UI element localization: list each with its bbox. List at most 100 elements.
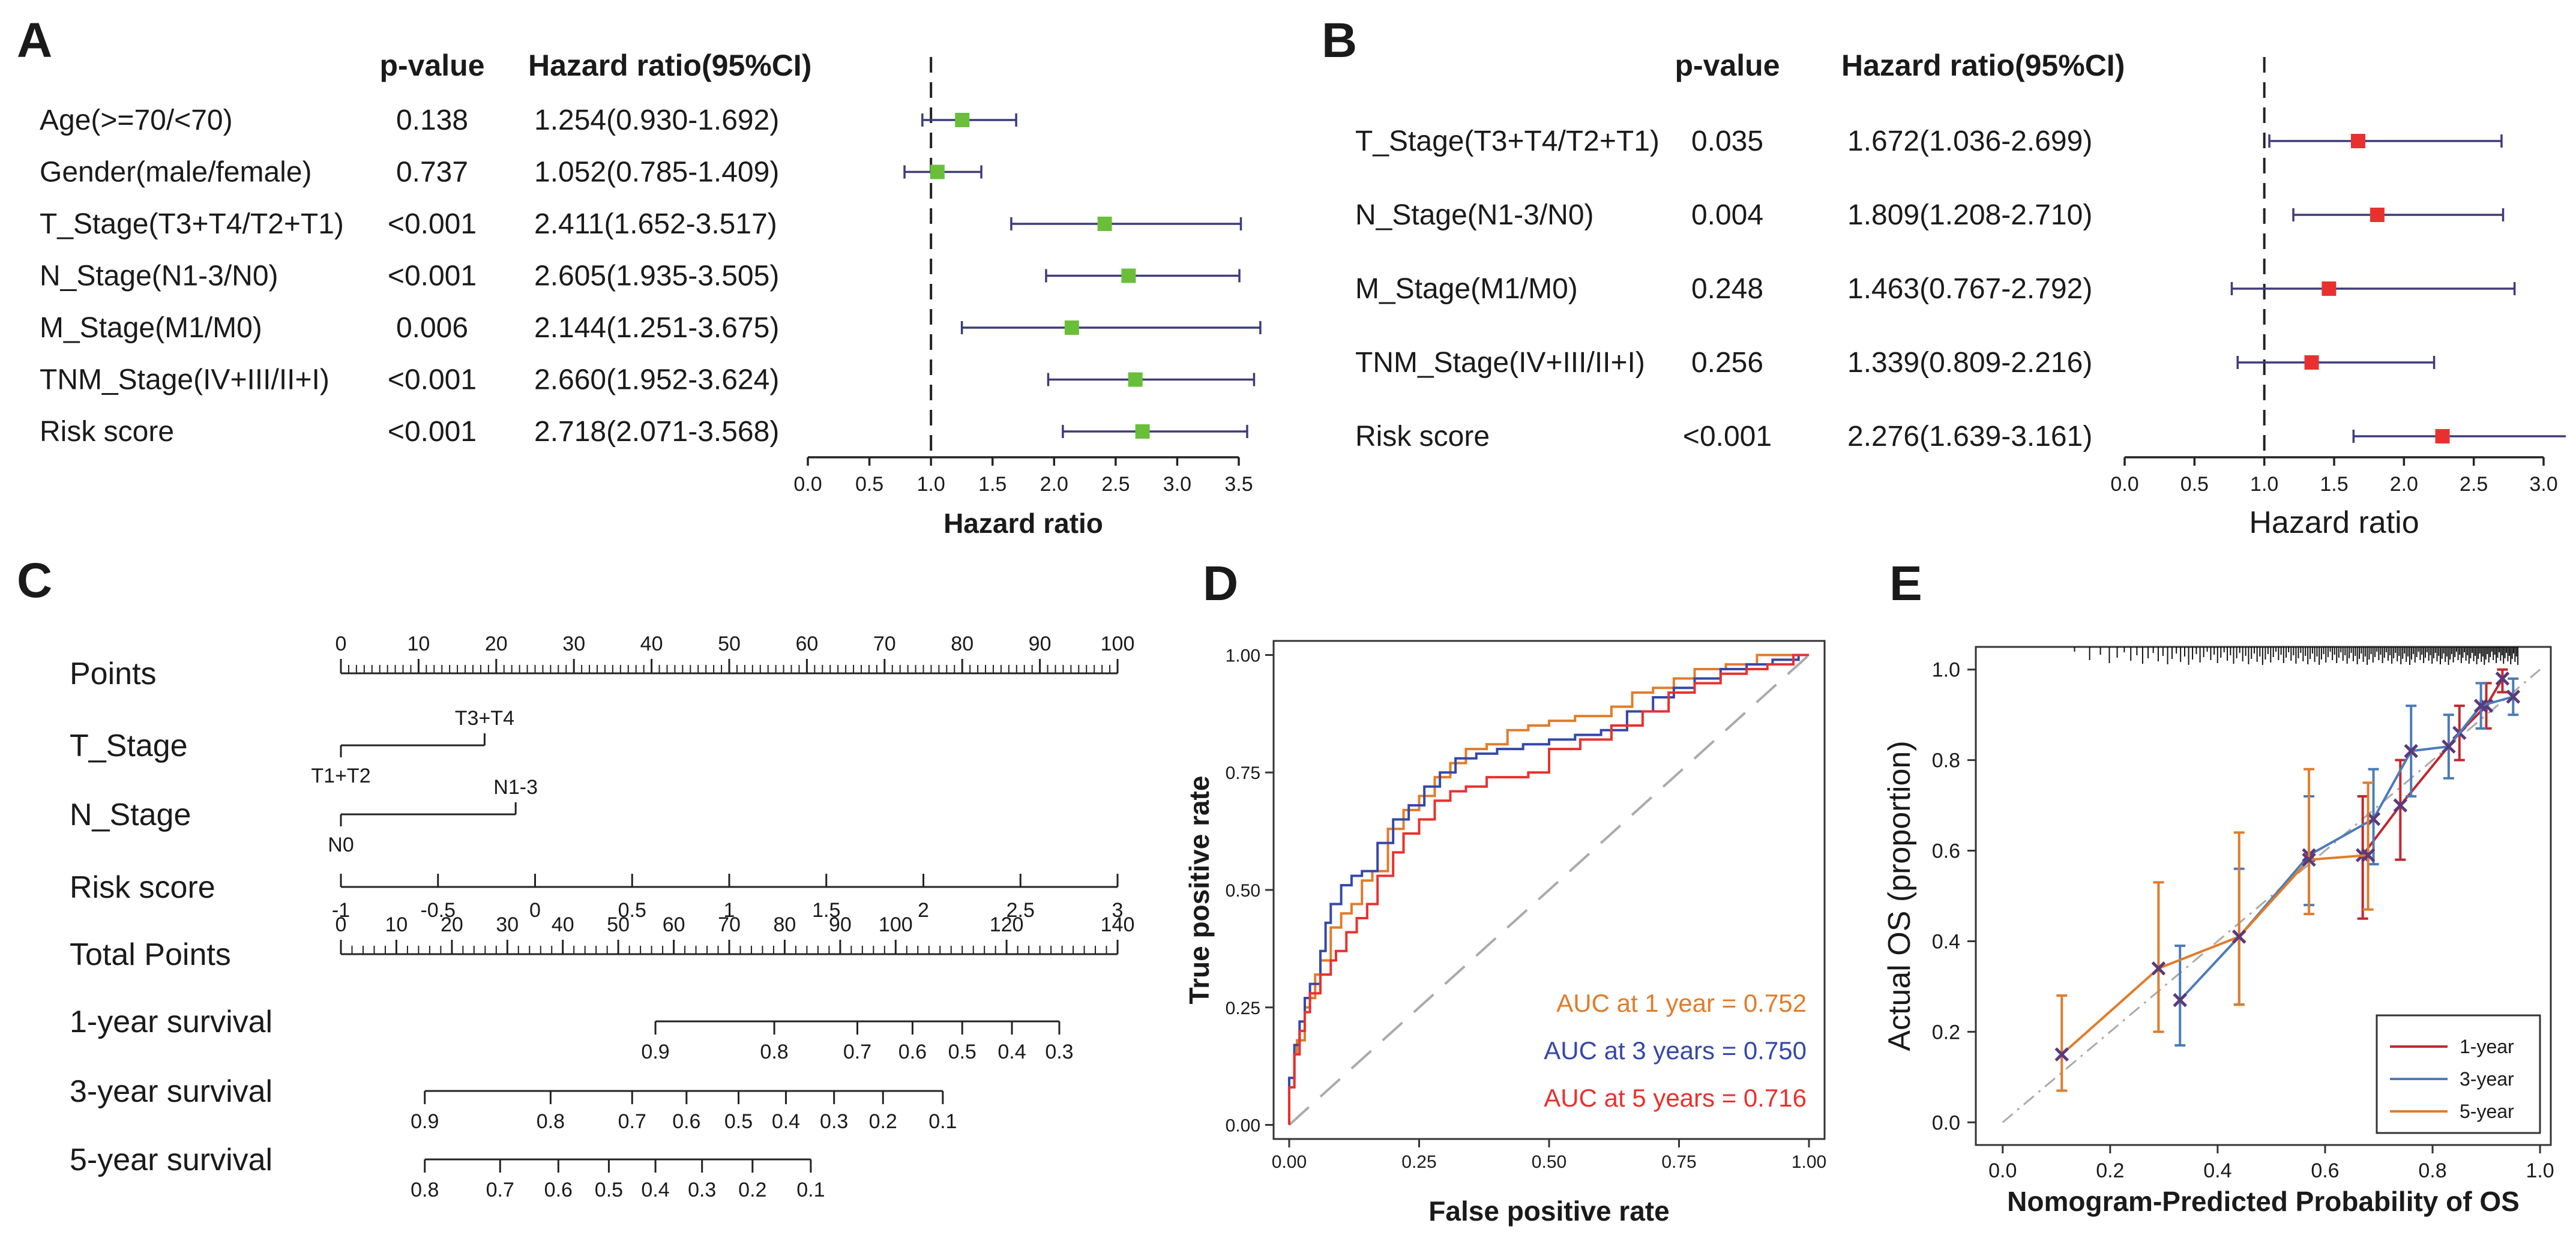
row-pvalue: 0.006 [396,312,468,344]
nomogram-row: Risk score -1 -0.5 0 0.5 1 1.5 2 2.5 3 [70,870,1123,922]
forest-plot-b: p-value Hazard ratio(95%CI) T_Stage(T3+T4/… [1355,49,2566,540]
row-pvalue: 0.004 [1691,199,1763,231]
row-hr-ci: 2.718(2.071-3.568) [534,416,779,448]
calibration-point [2473,699,2488,713]
nomogram-tick-label: 70 [873,633,896,655]
diagonal-reference [1288,654,1810,1126]
x-tick-label: 2.5 [2460,473,2488,496]
y-tick-label: 0.25 [1226,999,1260,1018]
row-pvalue: 0.138 [396,104,468,136]
row-hr-ci: 2.276(1.639-3.161) [1847,421,2092,452]
row-hr-ci: 2.605(1.935-3.505) [534,260,779,292]
nomogram-row: T_Stage T1+T2 T3+T4 [70,707,514,787]
row-hr-ci: 2.411(1.652-3.517) [534,208,777,240]
row-label: Gender(male/female) [40,157,312,188]
y-tick-label: 0.4 [1932,930,1960,953]
row-pvalue: <0.001 [388,208,477,240]
nomogram-tick-label: 3 [1112,899,1124,922]
calibration-point [2506,690,2521,704]
nomogram-tick-label: 0 [336,913,347,936]
x-tick-label: 1.00 [1792,1152,1826,1172]
calibration-point [2302,852,2316,867]
row-label: Age(>=70/<70) [40,104,233,136]
legend-label: 1-year [2460,1036,2514,1057]
calibration-point [2479,699,2494,713]
hr-header: Hazard ratio(95%CI) [528,49,811,82]
x-tick-label: 3.0 [2529,473,2557,496]
nomogram-row: 5-year survival 0.8 0.7 0.6 0.5 0.4 0.3 0.2 0.1 [70,1143,825,1201]
pvalue-header: p-value [1675,49,1780,82]
nomogram-tick-label: 80 [773,913,796,936]
y-tick-label: 0.2 [1932,1021,1960,1044]
x-tick-label: 0.4 [2203,1159,2231,1182]
row-label: N_Stage(N1-3/N0) [1355,199,1594,231]
nomogram-tick-label: 0.6 [898,1041,927,1063]
nomogram-tick-label: 0.7 [843,1041,871,1063]
x-tick-label: 1.0 [917,473,945,496]
calibration-point [2495,672,2510,686]
y-tick-label: 0.6 [1932,840,1960,863]
nomogram-tick-label: 0.3 [688,1179,716,1201]
x-tick-label: 0.8 [2418,1159,2446,1182]
hr-header: Hazard ratio(95%CI) [1841,49,2125,82]
nomogram-tick-label: 100 [879,913,913,936]
nomogram-row-label: T_Stage [70,729,188,763]
legend-label: 3-year [2460,1068,2514,1090]
row-hr-ci: 1.463(0.767-2.792) [1847,273,2092,305]
auc-label: AUC at 1 year = 0.752 [1556,989,1807,1017]
hr-marker [930,164,945,179]
nomogram-tick-label: 2 [918,899,929,922]
calibration-point [2393,798,2408,813]
nomogram-tick-label: 0.8 [760,1041,788,1063]
x-tick-label: 0.2 [2096,1159,2124,1182]
nomogram-tick-label: 40 [640,633,663,655]
nomogram-tick-label: 30 [562,633,585,655]
row-hr-ci: 1.254(0.930-1.692) [534,104,779,136]
calibration-line [2179,696,2514,1001]
auc-label: AUC at 5 years = 0.716 [1544,1084,1807,1112]
row-label: N_Stage(N1-3/N0) [40,260,278,292]
y-tick-label: 0.75 [1226,763,1260,783]
nomogram-tick-label: 80 [951,633,974,655]
nomogram-row: Points 0 10 20 30 40 50 60 70 80 90 100 [70,633,1134,691]
panel-label-b: B [1322,13,1357,68]
row-pvalue: <0.001 [1683,421,1772,452]
x-tick-label: 0.0 [1988,1159,2017,1182]
row-label: M_Stage(M1/M0) [1355,273,1578,305]
x-tick-label: 0.0 [793,473,822,496]
calibration-point [2404,744,2418,759]
nomogram-tick-label: 40 [552,913,574,936]
x-tick-label: 1.0 [2250,473,2278,496]
nomogram-tick-label: 0.9 [411,1110,439,1133]
nomogram-tick-label: 0.5 [724,1110,753,1133]
row-label: T_Stage(T3+T4/T2+T1) [1355,125,1660,157]
calibration-line [2060,854,2368,1056]
y-tick-label: 1.00 [1226,646,1260,666]
nomogram-tick-label: 100 [1101,633,1135,655]
nomogram-tick-label: 0 [336,633,347,655]
hr-marker [2304,355,2319,370]
nomogram-tick-label: 0.4 [998,1041,1026,1063]
hr-marker [1097,217,1112,231]
nomogram-row-label: Risk score [70,870,215,905]
nomogram-tick-label: 20 [485,633,508,655]
nomogram-tick-label: 0.7 [486,1179,514,1201]
nomogram-tick-label: 60 [795,633,818,655]
x-tick-label: 2.0 [2390,473,2418,496]
nomogram-row-label: 5-year survival [70,1143,272,1177]
nomogram-tick-label: 0.8 [411,1179,439,1201]
nomogram-row-label: 3-year survival [70,1074,272,1109]
nomogram-tick-label: 50 [607,913,630,936]
roc-chart-d: 0.00 0.25 0.50 0.75 1.00 0.00 0.25 0.50 0.75 1.00… [1184,640,1826,1227]
calibration-chart-e: 0.0 0.2 0.4 0.6 0.8 1.0 0.0 0.2 0.4 0.6 0.8 1.0 Nomo… [1882,646,2554,1217]
forest-plot-a: p-value Hazard ratio(95%CI) Age(>=70/<70) 0… [40,49,1262,539]
nomogram-tick-label: T1+T2 [311,765,370,787]
x-tick-label: 2.5 [1101,473,1130,496]
nomogram-tick-label: 70 [718,913,741,936]
hr-marker [2351,134,2366,148]
nomogram-tick-label: 0.4 [641,1179,669,1201]
nomogram-tick-label: -1 [332,899,350,922]
y-axis-title: Actual OS (proportion) [1882,741,1917,1051]
y-tick-label: 0.50 [1226,881,1260,901]
